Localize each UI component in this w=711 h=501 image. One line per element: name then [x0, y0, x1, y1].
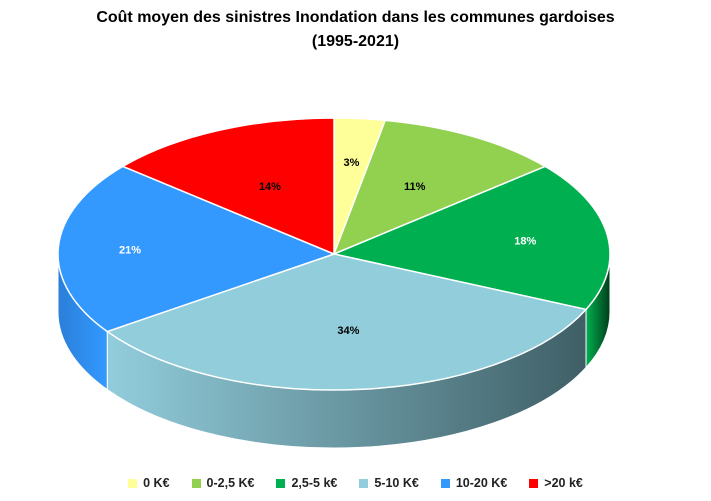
legend-swatch — [529, 478, 539, 488]
chart-title-line-2: (1995-2021) — [311, 33, 400, 50]
legend-item-0-2-5-k: 0-2,5 K€ — [191, 476, 255, 490]
data-label-20-k: 14% — [259, 181, 281, 193]
data-label-2-5-5-k: 18% — [514, 236, 536, 248]
legend-item-0-k: 0 K€ — [128, 476, 170, 490]
legend-swatch — [440, 478, 450, 488]
pie-slice-5-10-k — [105, 253, 588, 391]
data-label-0-2-5-k: 11% — [404, 181, 426, 193]
legend-label: 5-10 K€ — [374, 476, 419, 490]
legend-swatch — [359, 478, 369, 488]
pie-slice-10-20-k — [57, 165, 337, 333]
pie-labels: 3% 11% 18% 34% 21% 14% — [119, 157, 537, 337]
legend-swatch — [191, 478, 201, 488]
pie-slice-0-2-5-k — [332, 119, 547, 256]
chart-title-line-1: Coût moyen des sinistres Inondation dans… — [96, 9, 615, 26]
legend-label: >20 k€ — [544, 476, 583, 490]
legend-label: 2,5-5 k€ — [291, 476, 338, 490]
chart-title: Coût moyen des sinistres Inondation dans… — [0, 6, 711, 54]
pie-slice-20-k — [121, 117, 335, 256]
pie-slice-2-5-5-k — [331, 165, 611, 311]
legend-item-10-20-k: 10-20 K€ — [440, 476, 508, 490]
pie-slices — [57, 117, 611, 391]
data-label-0-k: 3% — [344, 157, 360, 169]
legend-label: 10-20 K€ — [455, 476, 508, 490]
legend-item-20-k: >20 k€ — [529, 476, 583, 490]
data-label-5-10-k: 34% — [337, 325, 359, 337]
legend-swatch — [128, 478, 138, 488]
data-label-10-20-k: 21% — [119, 244, 141, 256]
legend-label: 0-2,5 K€ — [206, 476, 255, 490]
legend-swatch — [276, 478, 286, 488]
legend: 0 K€ 0-2,5 K€ 2,5-5 k€ 5-10 K€ 10-20 K€ >20 k… — [0, 476, 711, 490]
legend-item-5-10-k: 5-10 K€ — [359, 476, 419, 490]
pie-chart: 3% 11% 18% 34% 21% 14% — [57, 117, 611, 449]
legend-item-2-5-5-k: 2,5-5 k€ — [276, 476, 337, 490]
legend-label: 0 K€ — [143, 476, 170, 490]
